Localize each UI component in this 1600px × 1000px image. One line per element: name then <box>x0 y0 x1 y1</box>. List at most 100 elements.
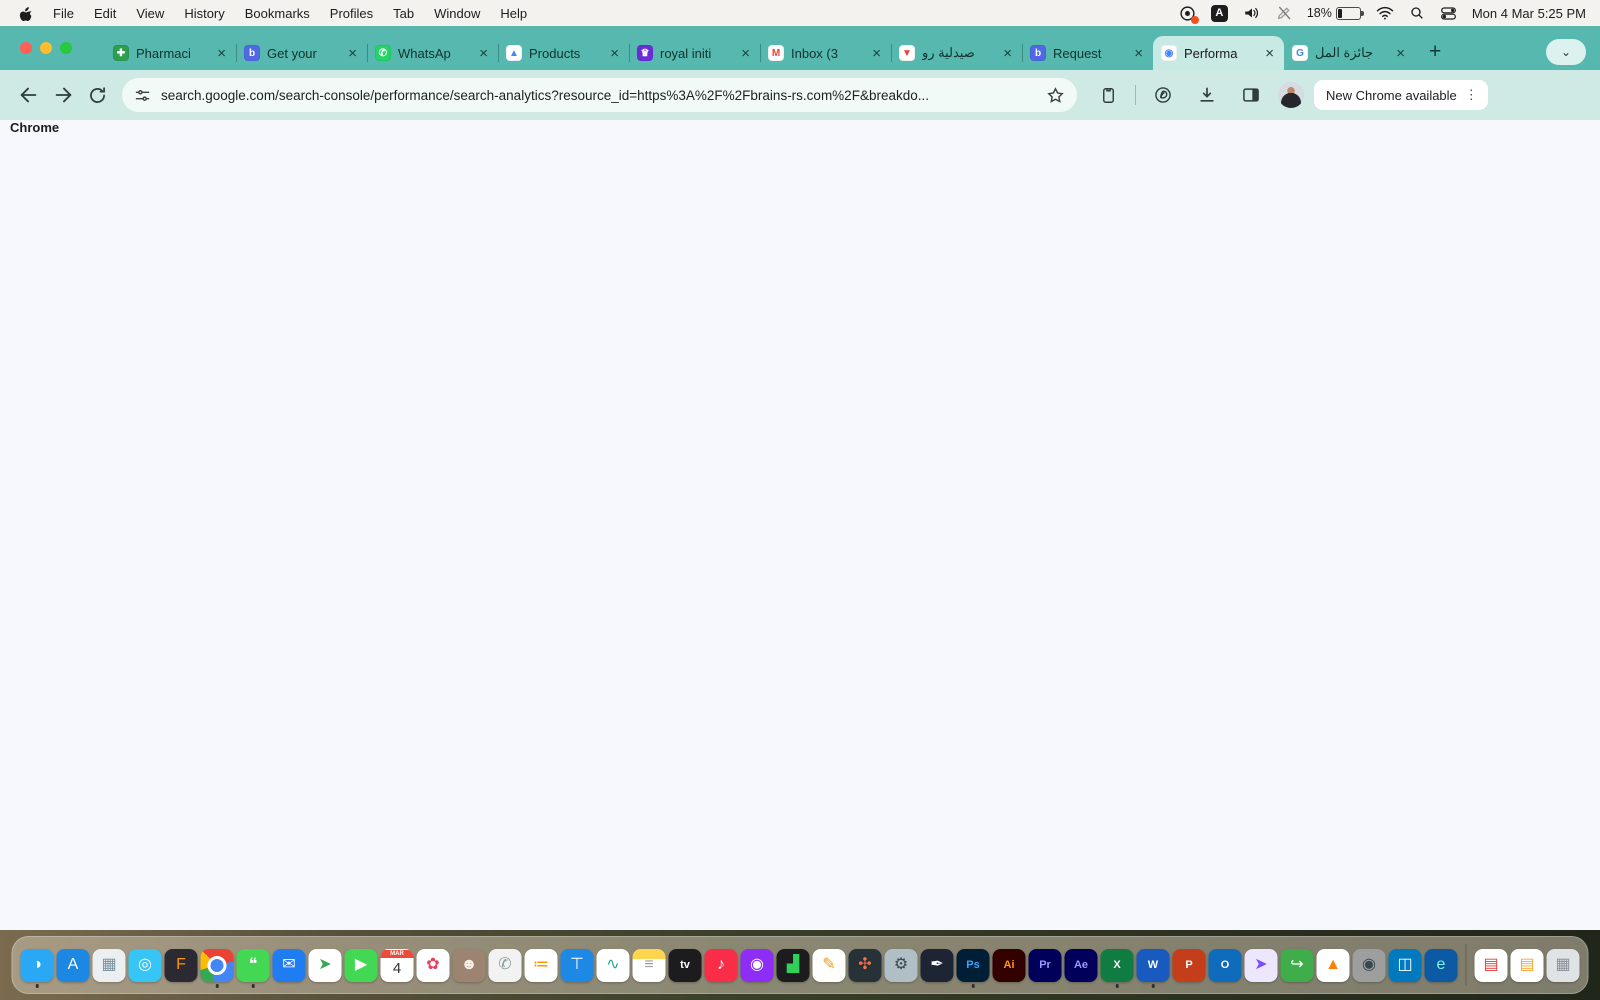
dock-powerpoint[interactable]: P <box>1172 948 1206 982</box>
menu-item-history[interactable]: History <box>184 5 225 21</box>
dock-play-arrow-app[interactable]: ➤ <box>1244 948 1278 982</box>
volume-icon[interactable] <box>1243 5 1261 21</box>
pencil-disabled-icon[interactable] <box>1276 5 1292 21</box>
dock-facetime[interactable]: ▶ <box>344 948 378 982</box>
browser-tab-7[interactable]: ▼ صيدلية رو × <box>891 36 1022 70</box>
dock-excel[interactable]: X <box>1100 948 1134 988</box>
dock-pages-app[interactable]: ✎ <box>812 948 846 982</box>
dock-illustrator[interactable]: Ai <box>992 948 1026 982</box>
wifi-icon[interactable] <box>1376 6 1394 20</box>
tab-close-icon[interactable]: × <box>479 44 488 62</box>
tab-close-icon[interactable]: × <box>1396 44 1405 62</box>
dock-calendar[interactable]: MAR 4 <box>380 948 414 982</box>
window-zoom-button[interactable] <box>60 42 72 54</box>
download-icon[interactable] <box>1190 78 1224 112</box>
tab-close-icon[interactable]: × <box>872 44 881 62</box>
dock-files-stack[interactable]: ▤ <box>1510 948 1544 982</box>
dock-maps[interactable]: ➤ <box>308 948 342 982</box>
dock-after-effects[interactable]: Ae <box>1064 948 1098 982</box>
browser-tab-6[interactable]: M Inbox (3 × <box>760 36 891 70</box>
dock-photos[interactable]: ✿ <box>416 948 450 982</box>
menu-item-window[interactable]: Window <box>434 5 481 21</box>
menu-item-edit[interactable]: Edit <box>93 5 117 21</box>
apple-menu-icon[interactable] <box>18 5 33 21</box>
dock-firefox[interactable]: F <box>164 948 198 982</box>
dock-video-converter[interactable]: ↪ <box>1280 948 1314 982</box>
browser-tab-5[interactable]: ♛ royal initi × <box>629 36 760 70</box>
dock-photoshop[interactable]: Ps <box>956 948 990 988</box>
dock-automator[interactable]: ⚙ <box>884 948 918 982</box>
side-panel-icon[interactable] <box>1234 78 1268 112</box>
browser-profile-avatar[interactable] <box>1278 82 1304 108</box>
dock-notes[interactable]: ≡ <box>632 948 666 982</box>
dock-chrome[interactable] <box>200 948 234 988</box>
dock-davinci-resolve[interactable]: ✣ <box>848 948 882 982</box>
dock-launchpad[interactable]: ▦ <box>92 948 126 982</box>
reload-button[interactable] <box>80 78 114 112</box>
browser-tab-1[interactable]: ✚ Pharmaci × <box>105 36 236 70</box>
dock-contacts[interactable]: ☻ <box>452 948 486 982</box>
battery-saver-icon[interactable] <box>1146 78 1180 112</box>
dock-podcasts[interactable]: ◉ <box>740 948 774 982</box>
browser-tab-4[interactable]: ▲ Products × <box>498 36 629 70</box>
menu-item-chrome[interactable]: Chrome <box>0 120 1600 930</box>
tab-close-icon[interactable]: × <box>1003 44 1012 62</box>
dock-finder[interactable]: ◑ <box>20 948 54 988</box>
site-settings-icon[interactable] <box>134 87 151 104</box>
dock-downloads-stack[interactable]: ▤ <box>1474 948 1508 982</box>
browser-tab-10[interactable]: G جائزة المل × <box>1284 36 1415 70</box>
browser-menu-icon[interactable]: ⋮ <box>1464 87 1478 102</box>
input-source-icon[interactable]: A <box>1210 4 1228 22</box>
dock-mail[interactable]: ✉ <box>272 948 306 982</box>
dock-whatsapp[interactable]: ✆ <box>488 948 522 982</box>
browser-tab-8[interactable]: b Request × <box>1022 36 1153 70</box>
menu-item-profiles[interactable]: Profiles <box>329 5 374 21</box>
tab-search-button[interactable]: ⌄ <box>1546 39 1586 65</box>
dock-word[interactable]: W <box>1136 948 1170 988</box>
window-minimize-button[interactable] <box>40 42 52 54</box>
address-bar[interactable]: search.google.com/search-console/perform… <box>122 78 1077 112</box>
dock-outlook[interactable]: O <box>1208 948 1242 982</box>
spotlight-search-icon[interactable] <box>1409 5 1425 21</box>
tab-close-icon[interactable]: × <box>348 44 357 62</box>
dock-vlc[interactable]: ▲ <box>1316 948 1350 982</box>
browser-tab-3[interactable]: ✆ WhatsAp × <box>367 36 498 70</box>
browser-tab-2[interactable]: b Get your × <box>236 36 367 70</box>
dock-music[interactable]: ♪ <box>704 948 738 982</box>
tab-close-icon[interactable]: × <box>217 44 226 62</box>
menu-bar-clock[interactable]: Mon 4 Mar 5:25 PM <box>1471 5 1586 21</box>
menu-item-view[interactable]: View <box>136 5 165 21</box>
dock-trash[interactable]: ▦ <box>1546 948 1580 982</box>
dock-freeform[interactable]: ∿ <box>596 948 630 982</box>
forward-button[interactable] <box>46 78 80 112</box>
dock-trello[interactable]: ◫ <box>1388 948 1422 982</box>
dock-edge[interactable]: e <box>1424 948 1458 982</box>
new-tab-button[interactable]: + <box>1429 40 1442 63</box>
menu-item-help[interactable]: Help <box>500 5 528 21</box>
menu-item-tab[interactable]: Tab <box>393 5 415 21</box>
chrome-update-pill[interactable]: New Chrome available ⋮ <box>1314 80 1488 110</box>
dock-camera-lens[interactable]: ◉ <box>1352 948 1386 982</box>
screen-record-icon[interactable] <box>1179 5 1199 24</box>
browser-tab-9[interactable]: ◉ Performa × <box>1153 36 1284 70</box>
window-close-button[interactable] <box>20 42 32 54</box>
dock-acrobat[interactable]: ✒ <box>920 948 954 982</box>
menu-item-file[interactable]: File <box>53 5 74 21</box>
battery-indicator[interactable]: 18% <box>1307 6 1364 20</box>
tab-close-icon[interactable]: × <box>1134 44 1143 62</box>
dock-messages[interactable]: ❝ <box>236 948 270 988</box>
tab-close-icon[interactable]: × <box>610 44 619 62</box>
back-button[interactable] <box>12 78 46 112</box>
dock-safari[interactable]: ◎ <box>128 948 162 982</box>
tab-close-icon[interactable]: × <box>1265 44 1274 62</box>
dock-stocks[interactable]: ▟ <box>776 948 810 982</box>
menu-item-bookmarks[interactable]: Bookmarks <box>244 5 310 21</box>
bookmark-star-icon[interactable] <box>1046 86 1065 105</box>
dock-keynote[interactable]: ⊤ <box>560 948 594 982</box>
dock-app-store[interactable]: A <box>56 948 90 982</box>
tab-close-icon[interactable]: × <box>741 44 750 62</box>
dock-reminders[interactable]: ≔ <box>524 948 558 982</box>
dock-premiere[interactable]: Pr <box>1028 948 1062 982</box>
dock-apple-tv[interactable]: tv <box>668 948 702 982</box>
extension-icon[interactable] <box>1091 78 1125 112</box>
